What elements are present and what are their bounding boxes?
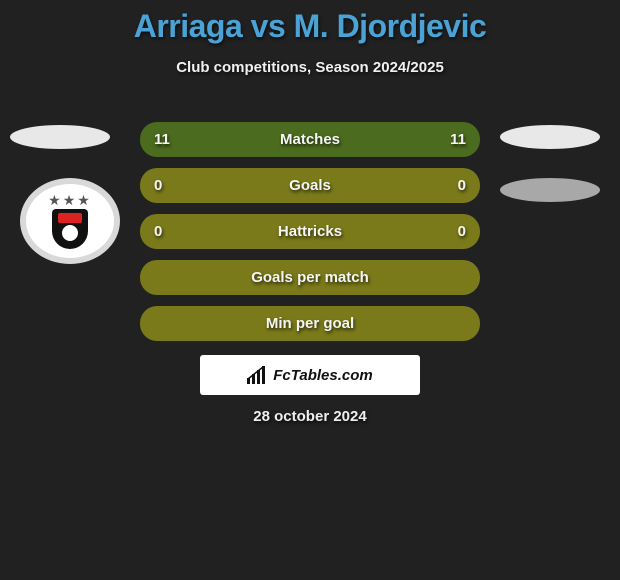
stat-row-hattricks: 0 Hattricks 0 [140,214,480,249]
stat-row-goals-per-match: Goals per match [140,260,480,295]
stat-value-left: 0 [154,177,162,194]
stat-value-left: 0 [154,223,162,240]
stat-label: Hattricks [140,223,480,240]
page-title: Arriaga vs M. Djordjevic [0,0,620,45]
partizan-crest-icon [52,209,88,249]
stat-value-right: 11 [450,131,466,148]
club-badge-top-right [500,125,600,149]
stat-value-left: 11 [154,131,170,148]
date-label: 28 october 2024 [0,408,620,425]
stat-label: Goals per match [140,269,480,286]
stat-label: Matches [140,131,480,148]
chart-icon [247,366,269,384]
club-badge-top-left [10,125,110,149]
stat-row-matches: 11 Matches 11 [140,122,480,157]
stat-row-min-per-goal: Min per goal [140,306,480,341]
stat-value-right: 0 [458,177,466,194]
partizan-stars-icon: ★★★ [48,193,92,207]
stat-label: Goals [140,177,480,194]
brand-logo: FcTables.com [200,355,420,395]
club-badge-partizan: ★★★ [20,178,120,264]
brand-text: FcTables.com [273,367,372,384]
stat-value-right: 0 [458,223,466,240]
subtitle: Club competitions, Season 2024/2025 [0,59,620,76]
stat-label: Min per goal [140,315,480,332]
stat-row-goals: 0 Goals 0 [140,168,480,203]
stats-container: 11 Matches 11 0 Goals 0 0 Hattricks 0 Go… [140,122,480,352]
club-badge-mid-right [500,178,600,202]
